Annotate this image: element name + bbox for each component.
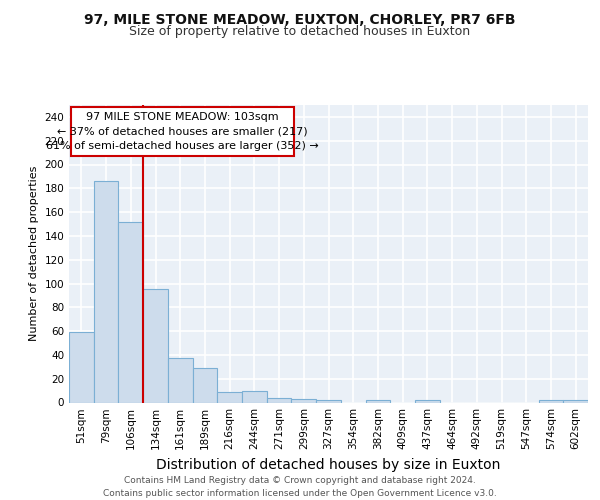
Text: Size of property relative to detached houses in Euxton: Size of property relative to detached ho… [130,25,470,38]
Bar [118,222,143,402]
Bar [267,398,292,402]
Bar [242,390,267,402]
Bar [217,392,242,402]
Bar [365,400,390,402]
Bar [316,400,341,402]
Bar [143,290,168,403]
Bar [563,400,588,402]
X-axis label: Distribution of detached houses by size in Euxton: Distribution of detached houses by size … [157,458,500,472]
FancyBboxPatch shape [71,108,294,156]
Bar [69,332,94,402]
Text: Contains HM Land Registry data © Crown copyright and database right 2024.
Contai: Contains HM Land Registry data © Crown c… [103,476,497,498]
Bar [193,368,217,402]
Bar [539,400,563,402]
Bar [168,358,193,403]
Bar [292,399,316,402]
Bar [415,400,440,402]
Text: 97 MILE STONE MEADOW: 103sqm
← 37% of detached houses are smaller (217)
61% of s: 97 MILE STONE MEADOW: 103sqm ← 37% of de… [46,112,319,151]
Bar [94,181,118,402]
Y-axis label: Number of detached properties: Number of detached properties [29,166,39,342]
Text: 97, MILE STONE MEADOW, EUXTON, CHORLEY, PR7 6FB: 97, MILE STONE MEADOW, EUXTON, CHORLEY, … [84,12,516,26]
